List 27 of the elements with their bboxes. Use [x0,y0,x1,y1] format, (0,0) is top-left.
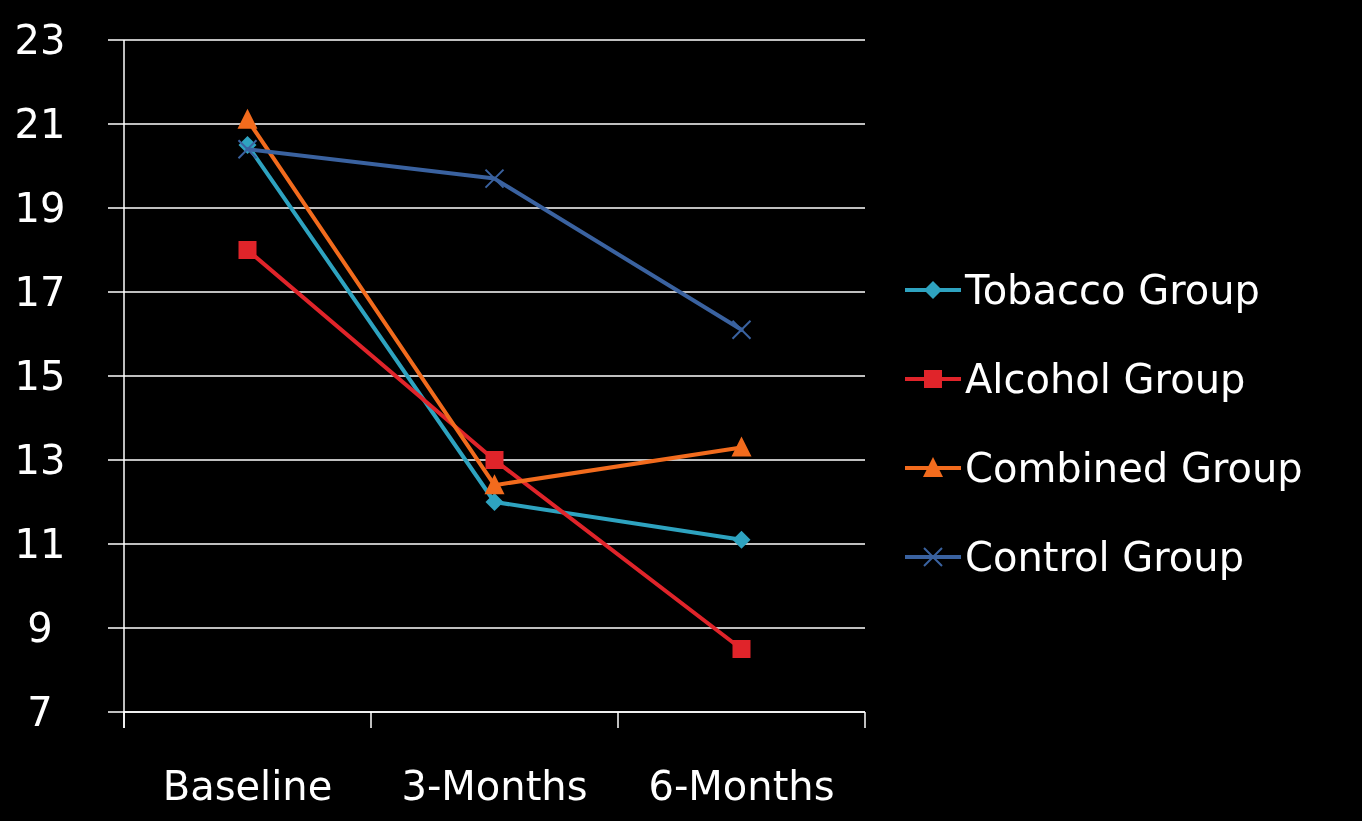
point [731,319,752,340]
y-tick-label: 13 [14,437,66,483]
point [484,168,505,189]
y-tick-label: 11 [14,521,66,567]
legend-label: Combined Group [965,445,1303,491]
point [238,241,257,259]
point [237,108,258,129]
y-tick-label: 17 [14,269,66,315]
y-tick-label: 7 [27,689,53,735]
point [485,493,504,511]
y-tick-label: 21 [14,101,66,147]
y-tick-label: 19 [14,185,66,231]
legend-label: Control Group [965,534,1245,580]
point [731,436,752,457]
y-tick-label: 23 [14,17,66,63]
point [732,640,751,658]
legend-label: Tobacco Group [964,267,1260,313]
point [484,474,505,495]
y-tick-label: 9 [27,605,53,651]
x-tick-label: 6-Months [648,763,835,809]
point [732,530,751,549]
y-tick-label: 15 [14,353,66,399]
point [237,139,258,160]
legend-label: Alcohol Group [965,356,1246,402]
x-tick-label: 3-Months [401,763,588,809]
point [485,451,504,469]
x-tick-label: Baseline [162,763,333,809]
